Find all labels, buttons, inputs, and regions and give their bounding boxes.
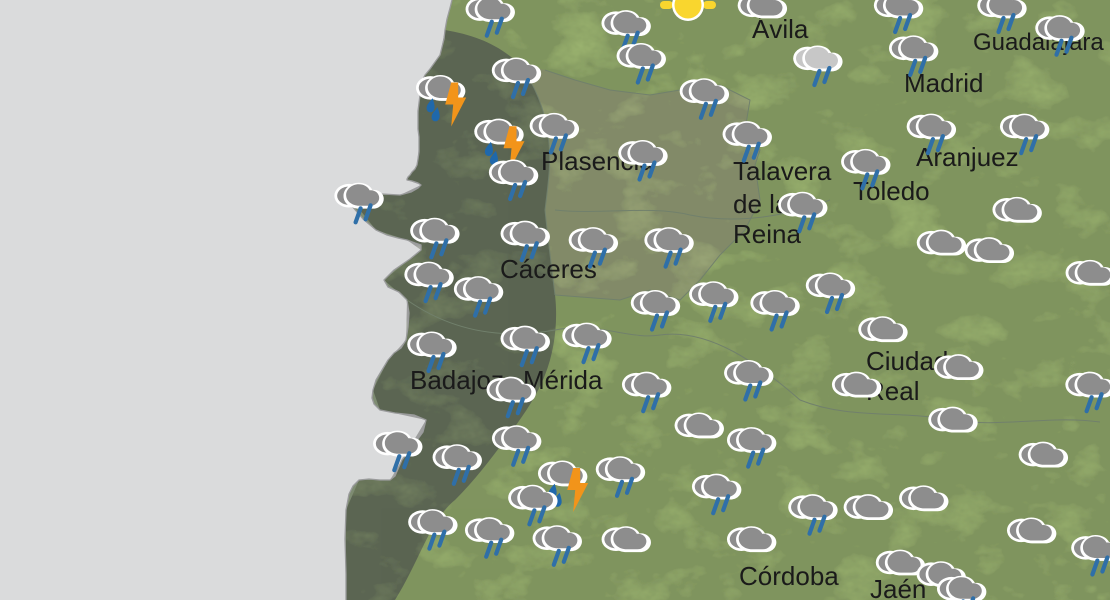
svg-text:Ávila: Ávila [752, 14, 809, 44]
svg-text:Reina: Reina [733, 219, 801, 249]
svg-text:Madrid: Madrid [904, 68, 983, 98]
svg-text:Córdoba: Córdoba [739, 561, 839, 591]
svg-text:Cáceres: Cáceres [500, 254, 597, 284]
svg-text:Talavera: Talavera [733, 156, 832, 186]
